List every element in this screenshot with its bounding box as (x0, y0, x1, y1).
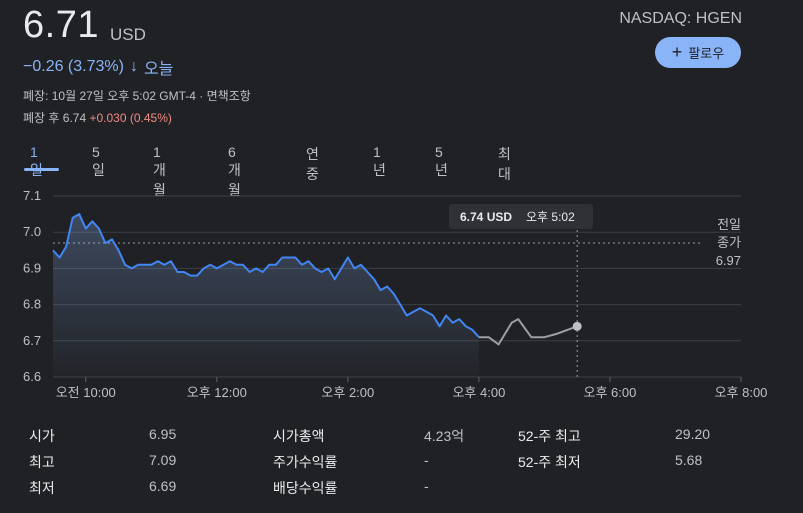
stat-label-52wk-low: 52-주 최저 (518, 454, 581, 470)
y-tick-label: 6.8 (23, 297, 41, 312)
y-tick-label: 6.9 (23, 260, 41, 275)
y-tick-label: 7.0 (23, 224, 41, 239)
x-tick-label: 오후 6:00 (584, 385, 637, 400)
price-line (52, 213, 480, 338)
stat-value-mktcap: 4.23억 (424, 428, 465, 444)
currency-label: USD (110, 25, 146, 44)
stat-value-high: 7.09 (149, 452, 177, 468)
after-hours-price: 폐장 후 6.74 (23, 111, 90, 125)
y-tick-label: 6.6 (23, 369, 41, 384)
change-value: −0.26 (3.73%) (23, 58, 124, 75)
stat-label-high: 최고 (29, 454, 55, 470)
change-period: 오늘 (143, 61, 174, 78)
follow-button-label: 팔로우 (688, 46, 725, 61)
stat-value-div: - (424, 478, 429, 494)
prev-close-value: 6.97 (716, 253, 741, 268)
stock-price: 6.71 (23, 4, 99, 46)
stat-value-pe: - (424, 452, 429, 468)
stat-value-52wk-high: 29.20 (675, 426, 711, 442)
tooltip-time: 오후 5:02 (526, 210, 575, 224)
tab-6m[interactable]: 6개월 (228, 144, 241, 198)
tooltip: 6.74 USD 오후 5:02 (449, 204, 593, 229)
stat-value-open: 6.95 (149, 426, 177, 442)
tooltip-price: 6.74 USD (460, 210, 512, 224)
y-tick-label: 6.7 (23, 333, 41, 348)
exchange-ticker: NASDAQ: HGEN (619, 10, 742, 27)
after-hours-line (478, 318, 578, 346)
x-tick-label: 오후 8:00 (715, 385, 768, 400)
stat-label-open: 시가 (29, 428, 55, 444)
plus-icon: + (671, 41, 683, 62)
close-time: 폐장: 10월 27일 오후 5:02 GMT-4 · (23, 89, 207, 103)
disclaimer-link[interactable]: 면책조항 (206, 89, 251, 103)
hover-point (572, 321, 582, 331)
price-chart[interactable]: 7.1 7.0 6.9 6.8 6.7 6.6 오전 10:00 오후 12:00 오후 2:… (0, 180, 803, 410)
arrow-down-icon: ↓ (129, 58, 138, 75)
prev-close-label-2: 종가 (717, 235, 741, 250)
tab-1y[interactable]: 1년 (373, 144, 386, 178)
x-axis: 오전 10:00 오후 12:00 오후 2:00 오후 4:00 오후 6:00 오후 … (56, 377, 768, 400)
x-tick-label: 오후 2:00 (321, 385, 374, 400)
price-change: −0.26 (3.73%) ↓ 오늘 (23, 55, 173, 79)
follow-button[interactable]: + 팔로우 (655, 37, 741, 68)
tab-max[interactable]: 최대 (498, 146, 511, 182)
y-axis: 7.1 7.0 6.9 6.8 6.7 6.6 (23, 188, 41, 384)
prev-close-label-1: 전일 (717, 217, 741, 232)
tab-ytd[interactable]: 연중 (306, 146, 319, 182)
stat-value-52wk-low: 5.68 (675, 452, 703, 468)
close-info: 폐장: 10월 27일 오후 5:02 GMT-4 · 면책조항 (23, 87, 251, 104)
stat-label-52wk-high: 52-주 최고 (518, 428, 581, 444)
y-tick-label: 7.1 (23, 188, 41, 203)
after-hours-change: +0.030 (0.45%) (89, 111, 172, 125)
x-tick-label: 오후 4:00 (452, 385, 505, 400)
x-tick-label: 오전 10:00 (56, 385, 116, 400)
tab-1d[interactable]: 1일 (30, 144, 43, 178)
stat-label-low: 최저 (29, 480, 55, 496)
tab-5d[interactable]: 5일 (92, 144, 105, 178)
price-area-fill (53, 214, 479, 377)
active-tab-indicator (24, 168, 59, 171)
stat-label-pe: 주가수익률 (273, 454, 338, 470)
tab-1m[interactable]: 1개월 (153, 144, 166, 198)
tooltip-box (449, 204, 593, 229)
stat-label-div: 배당수익률 (273, 480, 338, 496)
stat-value-low: 6.69 (149, 478, 177, 494)
stat-label-mktcap: 시가총액 (273, 428, 325, 444)
tab-5y[interactable]: 5년 (435, 144, 448, 178)
x-tick-label: 오후 12:00 (187, 385, 247, 400)
after-hours-info: 폐장 후 6.74 +0.030 (0.45%) (23, 109, 172, 126)
